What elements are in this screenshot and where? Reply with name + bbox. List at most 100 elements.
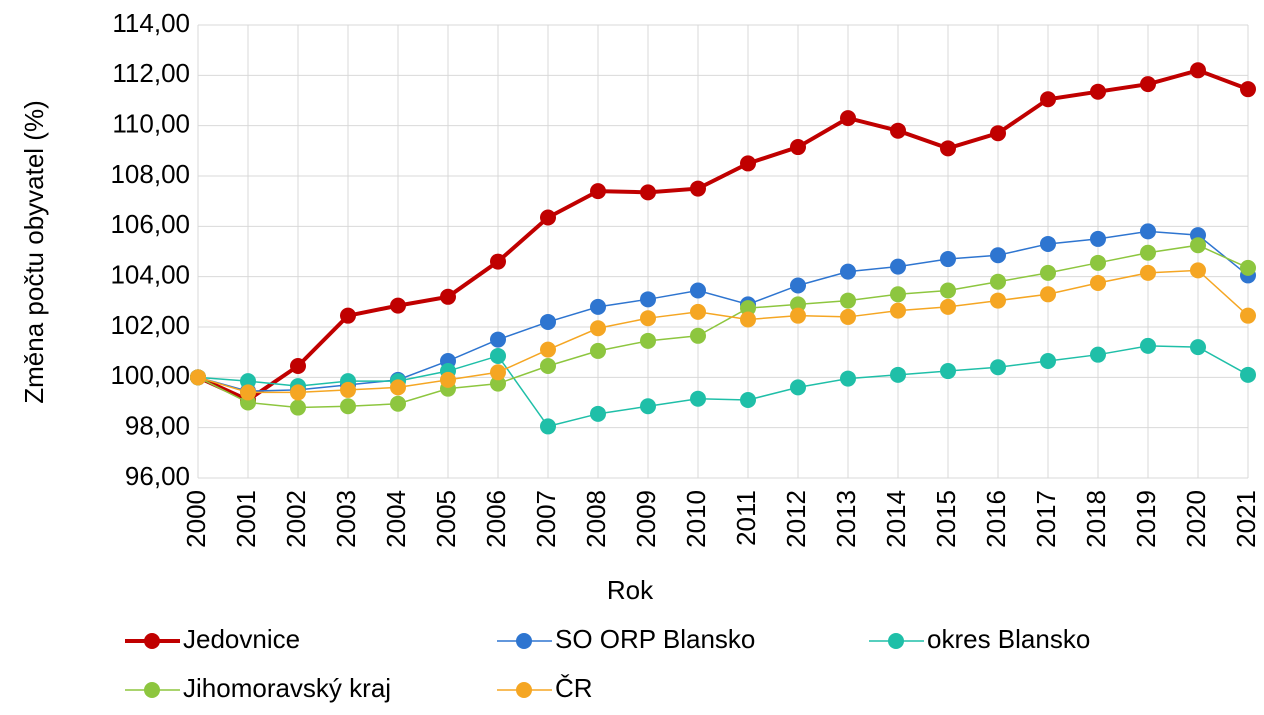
point	[990, 125, 1006, 142]
x-tick-label: 2008	[581, 490, 611, 548]
point	[290, 384, 306, 401]
point	[240, 373, 256, 390]
point	[1040, 286, 1056, 303]
x-tick-label: 2018	[1081, 490, 1111, 548]
point	[290, 399, 306, 416]
point	[890, 366, 906, 383]
point	[1240, 81, 1256, 98]
point	[490, 364, 506, 381]
point	[790, 307, 806, 324]
legend-label: Jihomoravský kraj	[183, 673, 391, 703]
legend-marker	[516, 633, 532, 649]
point	[990, 247, 1006, 264]
legend-label: okres Blansko	[927, 624, 1090, 654]
point	[940, 298, 956, 315]
point	[890, 286, 906, 303]
legend-marker	[144, 682, 160, 698]
point	[1090, 254, 1106, 271]
point	[390, 297, 406, 314]
x-tick-label: 2006	[481, 490, 511, 548]
x-tick-label: 2012	[781, 490, 811, 548]
point	[640, 332, 656, 349]
x-tick-label: 2003	[331, 490, 361, 548]
point	[740, 311, 756, 328]
point	[590, 183, 606, 200]
x-tick-label: 2011	[731, 490, 761, 546]
point	[990, 273, 1006, 290]
point	[1240, 307, 1256, 324]
point	[790, 277, 806, 294]
y-tick-label: 104,00	[110, 260, 190, 290]
point	[1190, 62, 1206, 79]
point	[1240, 366, 1256, 383]
x-tick-label: 2007	[531, 490, 561, 548]
point	[540, 313, 556, 330]
point	[490, 347, 506, 364]
point	[1090, 83, 1106, 100]
point	[190, 369, 206, 386]
point	[590, 405, 606, 422]
point	[740, 391, 756, 408]
point	[890, 258, 906, 275]
point	[1040, 352, 1056, 369]
point	[1040, 235, 1056, 252]
legend-label: Jedovnice	[183, 624, 300, 654]
point	[290, 358, 306, 375]
point	[340, 398, 356, 415]
point	[590, 320, 606, 337]
point	[390, 395, 406, 412]
y-tick-label: 108,00	[110, 159, 190, 189]
point	[840, 110, 856, 127]
point	[740, 155, 756, 172]
point	[640, 291, 656, 308]
point	[690, 327, 706, 344]
y-tick-label: 96,00	[125, 461, 190, 491]
point	[1140, 264, 1156, 281]
point	[1040, 264, 1056, 281]
x-tick-label: 2002	[281, 490, 311, 548]
y-axis-label: Změna počtu obyvatel (%)	[19, 100, 49, 403]
point	[440, 371, 456, 388]
x-tick-label: 2016	[981, 490, 1011, 548]
y-tick-label: 102,00	[110, 310, 190, 340]
point	[1190, 339, 1206, 356]
point	[640, 310, 656, 327]
x-tick-label: 2021	[1231, 490, 1261, 548]
x-tick-label: 2015	[931, 490, 961, 548]
series-line	[197, 345, 1249, 428]
x-tick-label: 2019	[1131, 490, 1161, 548]
legend-marker	[144, 633, 160, 649]
point	[1090, 230, 1106, 247]
point	[340, 307, 356, 324]
x-tick-label: 2017	[1031, 490, 1061, 548]
point	[1140, 337, 1156, 354]
point	[1090, 346, 1106, 363]
point	[590, 342, 606, 359]
point	[690, 180, 706, 197]
x-tick-label: 2014	[881, 490, 911, 548]
point	[940, 363, 956, 380]
legend-marker	[516, 682, 532, 698]
point	[1140, 223, 1156, 240]
point	[390, 379, 406, 396]
point	[840, 263, 856, 280]
point	[340, 381, 356, 398]
x-tick-label: 2005	[431, 490, 461, 548]
point	[690, 303, 706, 320]
point	[490, 331, 506, 348]
point	[990, 359, 1006, 376]
point	[940, 282, 956, 299]
x-tick-label: 2004	[381, 490, 411, 548]
x-tick-label: 2013	[831, 490, 861, 548]
point	[740, 300, 756, 317]
y-tick-label: 114,00	[112, 8, 190, 38]
point	[540, 358, 556, 375]
point	[1040, 91, 1056, 108]
point	[490, 375, 506, 392]
point	[790, 379, 806, 396]
legend-label: ČR	[555, 673, 593, 703]
x-tick-label: 2020	[1181, 490, 1211, 548]
point	[240, 384, 256, 401]
point	[1190, 262, 1206, 279]
